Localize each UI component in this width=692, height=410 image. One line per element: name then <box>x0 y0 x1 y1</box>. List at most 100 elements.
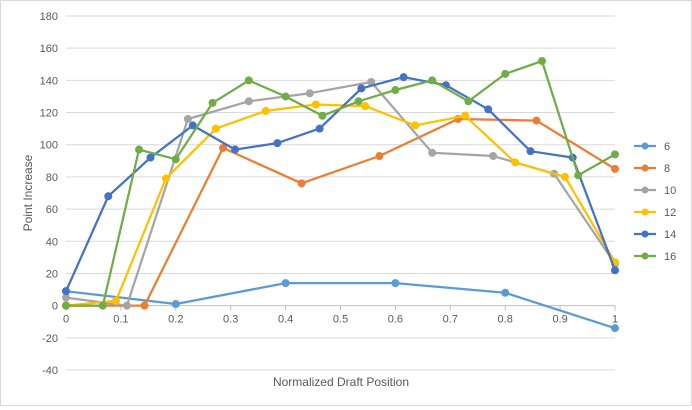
legend-label: 8 <box>664 163 670 175</box>
data-point-16 <box>135 145 144 154</box>
data-point-8 <box>219 143 228 152</box>
data-point-16 <box>391 86 400 95</box>
legend-label: 6 <box>664 141 670 153</box>
data-point-14 <box>188 121 197 130</box>
y-tick-label: 0 <box>52 301 58 313</box>
series-12 <box>62 100 619 310</box>
data-point-6 <box>611 324 619 333</box>
data-point-12 <box>561 172 570 181</box>
data-point-16 <box>428 76 437 85</box>
y-tick-label: 100 <box>40 140 58 152</box>
data-point-16 <box>244 76 253 85</box>
y-tick-label: 120 <box>40 108 58 120</box>
data-point-16 <box>611 150 619 159</box>
data-point-14 <box>315 124 324 133</box>
tick-labels: -40 -20 0 20 40 60 80 100 120 140 160 180 0 0.1 0.2 0.3… <box>40 11 618 377</box>
data-point-10 <box>428 148 437 157</box>
x-tick-label: 0.2 <box>168 314 183 326</box>
y-axis-title: Point Increase <box>21 154 35 231</box>
legend-marker <box>641 230 649 238</box>
legend-item-6: 6 <box>634 141 670 153</box>
data-point-12 <box>511 158 520 167</box>
legend-item-12: 12 <box>634 207 676 219</box>
series-line-12 <box>64 103 617 307</box>
x-tick-label: 1 <box>612 314 618 326</box>
legend-marker <box>641 142 649 150</box>
data-point-6 <box>281 279 290 288</box>
legend-item-10: 10 <box>634 185 676 197</box>
legend-label: 14 <box>664 229 676 241</box>
data-point-12 <box>411 121 420 130</box>
data-point-10 <box>183 114 192 123</box>
data-point-16 <box>464 97 473 106</box>
legend-item-16: 16 <box>634 251 676 263</box>
x-tick-label: 0.6 <box>388 314 403 326</box>
legend-item-8: 8 <box>634 163 670 175</box>
series-10 <box>62 77 619 310</box>
series-line-16 <box>64 59 617 307</box>
data-point-14 <box>484 105 493 114</box>
y-tick-label: 140 <box>40 75 58 87</box>
data-point-12 <box>261 106 270 115</box>
data-point-12 <box>111 296 120 305</box>
data-point-8 <box>140 301 149 310</box>
series-line-6 <box>64 281 617 330</box>
data-point-16 <box>171 155 180 164</box>
data-point-12 <box>311 100 320 109</box>
data-point-16 <box>62 301 70 310</box>
data-point-16 <box>501 69 510 78</box>
x-axis-title: Normalized Draft Position <box>273 375 409 389</box>
series-16 <box>62 57 619 310</box>
series-14 <box>62 73 619 296</box>
y-tick-label: -20 <box>42 333 58 345</box>
data-point-6 <box>171 300 180 309</box>
x-tick-label: 0.4 <box>278 314 293 326</box>
x-tick-label: 0 <box>63 314 69 326</box>
data-point-16 <box>354 97 363 106</box>
data-point-14 <box>273 139 282 148</box>
legend-label: 16 <box>664 251 676 263</box>
data-point-14 <box>231 145 240 154</box>
data-point-14 <box>104 192 113 201</box>
data-point-14 <box>611 266 619 275</box>
legend-marker <box>641 252 649 260</box>
legend-label: 10 <box>664 185 676 197</box>
data-point-12 <box>361 102 370 111</box>
data-point-8 <box>611 164 619 173</box>
data-point-8 <box>297 179 306 188</box>
y-tick-label: 20 <box>46 268 58 280</box>
data-point-14 <box>62 287 70 296</box>
data-point-14 <box>526 147 535 156</box>
data-point-6 <box>501 288 510 297</box>
legend-marker <box>641 208 649 216</box>
x-tick-label: 0.8 <box>498 314 513 326</box>
legend: 6 8 10 12 14 16 <box>634 141 676 263</box>
data-point-16 <box>281 92 290 101</box>
x-tick-label: 0.1 <box>113 314 128 326</box>
data-point-10 <box>305 89 314 98</box>
data-point-10 <box>122 301 131 310</box>
data-point-6 <box>391 279 400 288</box>
data-point-16 <box>208 98 217 107</box>
data-point-14 <box>399 73 408 82</box>
data-point-16 <box>574 171 583 180</box>
x-tick-label: 0.7 <box>443 314 458 326</box>
x-tick-label: 0.5 <box>333 314 348 326</box>
x-tick-label: 0.3 <box>223 314 238 326</box>
series-lines <box>62 57 619 333</box>
data-point-8 <box>375 151 384 160</box>
y-tick-label: 180 <box>40 11 58 23</box>
legend-item-14: 14 <box>634 229 676 241</box>
data-point-12 <box>161 174 170 183</box>
data-point-10 <box>244 97 253 106</box>
legend-marker <box>641 164 649 172</box>
data-point-14 <box>146 153 155 162</box>
legend-label: 12 <box>664 207 676 219</box>
y-tick-label: 80 <box>46 172 58 184</box>
series-line-10 <box>64 80 617 307</box>
y-tick-label: 160 <box>40 43 58 55</box>
y-tick-label: 60 <box>46 204 58 216</box>
data-point-12 <box>461 111 470 120</box>
